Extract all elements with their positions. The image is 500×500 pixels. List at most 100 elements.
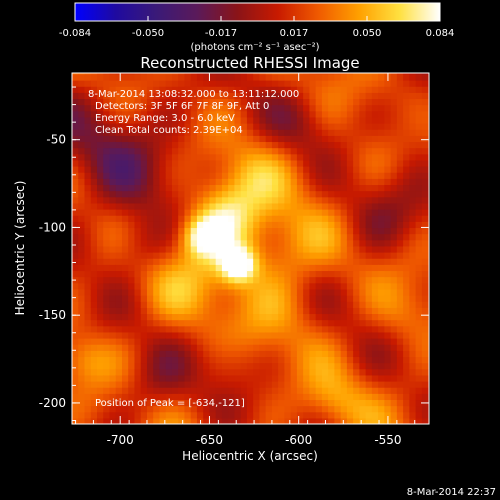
heatmap-cell	[146, 196, 154, 204]
heatmap-cell	[340, 166, 348, 173]
heatmap-cell	[421, 172, 429, 179]
heatmap-cell	[315, 344, 323, 351]
heatmap-cell	[278, 362, 286, 370]
heatmap-cell	[265, 116, 273, 124]
heatmap-cell	[115, 417, 123, 424]
heatmap-cell	[109, 172, 117, 179]
heatmap-cell	[340, 98, 348, 106]
heatmap-cell	[353, 325, 360, 333]
heatmap-cell	[296, 307, 304, 315]
heatmap-cell	[209, 73, 217, 81]
heatmap-cell	[171, 356, 179, 364]
heatmap-cell	[359, 227, 367, 235]
heatmap-cell	[403, 202, 410, 210]
heatmap-cell	[421, 141, 429, 149]
heatmap-cell	[140, 215, 148, 222]
heatmap-cell	[153, 110, 161, 118]
heatmap-cell	[253, 270, 261, 278]
heatmap-cell	[378, 73, 385, 75]
heatmap-cell	[215, 295, 223, 302]
heatmap-cell	[121, 356, 129, 364]
heatmap-cell	[378, 147, 385, 155]
heatmap-cell	[284, 110, 292, 118]
heatmap-cell	[103, 104, 111, 112]
heatmap-cell	[128, 153, 136, 161]
heatmap-cell	[253, 153, 261, 161]
heatmap-cell	[103, 307, 111, 315]
heatmap-cell	[96, 104, 104, 112]
heatmap-cell	[84, 166, 92, 173]
heatmap-cell	[140, 405, 148, 413]
heatmap-cell	[128, 356, 136, 364]
heatmap-cell	[134, 184, 142, 192]
heatmap-cell	[390, 227, 398, 235]
heatmap-cell	[215, 270, 223, 278]
heatmap-cell	[159, 129, 167, 136]
heatmap-cell	[246, 405, 254, 413]
heatmap-cell	[78, 270, 86, 278]
heatmap-cell	[384, 221, 392, 229]
heatmap-cell	[328, 215, 335, 222]
heatmap-cell	[309, 313, 317, 321]
heatmap-cell	[72, 264, 79, 272]
heatmap-cell	[403, 270, 410, 278]
heatmap-cell	[190, 141, 198, 149]
heatmap-cell	[103, 233, 111, 241]
heatmap-cell	[309, 362, 317, 370]
heatmap-cell	[171, 135, 179, 143]
heatmap-cell	[371, 239, 379, 247]
heatmap-cell	[196, 196, 204, 204]
heatmap-cell	[421, 73, 429, 81]
heatmap-cell	[403, 86, 410, 93]
heatmap-cell	[228, 202, 236, 210]
heatmap-cell	[365, 184, 373, 192]
heatmap-cell	[253, 98, 261, 106]
heatmap-cell	[321, 368, 329, 376]
heatmap-cell	[253, 147, 261, 155]
heatmap-cell	[190, 129, 198, 136]
heatmap-cell	[359, 245, 367, 253]
heatmap-cell	[90, 381, 98, 388]
heatmap-cell	[371, 98, 379, 106]
heatmap-cell	[153, 209, 161, 216]
heatmap-cell	[321, 80, 329, 87]
heatmap-cell	[303, 141, 311, 149]
heatmap-cell	[396, 319, 404, 327]
heatmap-cell	[121, 295, 129, 302]
heatmap-cell	[334, 153, 342, 161]
heatmap-cell	[246, 141, 254, 149]
heatmap-cell	[334, 166, 342, 173]
heatmap-cell	[346, 227, 354, 235]
heatmap-cell	[421, 344, 429, 351]
heatmap-cell	[134, 356, 142, 364]
heatmap-cell	[184, 227, 192, 235]
heatmap-cell	[109, 123, 117, 130]
heatmap-cell	[253, 338, 261, 345]
heatmap-cell	[84, 104, 92, 112]
heatmap-cell	[421, 282, 429, 290]
heatmap-cell	[115, 350, 123, 358]
heatmap-cell	[165, 362, 173, 370]
heatmap-cell	[309, 368, 317, 376]
heatmap-cell	[171, 417, 179, 424]
heatmap-cell	[221, 417, 229, 424]
heatmap-cell	[253, 393, 261, 401]
heatmap-cell	[103, 356, 111, 364]
heatmap-cell	[203, 252, 211, 259]
heatmap-cell	[346, 196, 354, 204]
heatmap-cell	[171, 313, 179, 321]
heatmap-cell	[315, 159, 323, 167]
heatmap-cell	[415, 301, 423, 308]
heatmap-cell	[234, 356, 242, 364]
heatmap-cell	[184, 110, 192, 118]
heatmap-cell	[128, 405, 136, 413]
heatmap-cell	[228, 399, 236, 407]
heatmap-cell	[284, 276, 292, 284]
heatmap-cell	[278, 233, 286, 241]
heatmap-cell	[384, 344, 392, 351]
heatmap-cell	[284, 227, 292, 235]
heatmap-cell	[78, 319, 86, 327]
heatmap-cell	[340, 399, 348, 407]
heatmap-cell	[246, 368, 254, 376]
heatmap-cell	[390, 417, 398, 424]
